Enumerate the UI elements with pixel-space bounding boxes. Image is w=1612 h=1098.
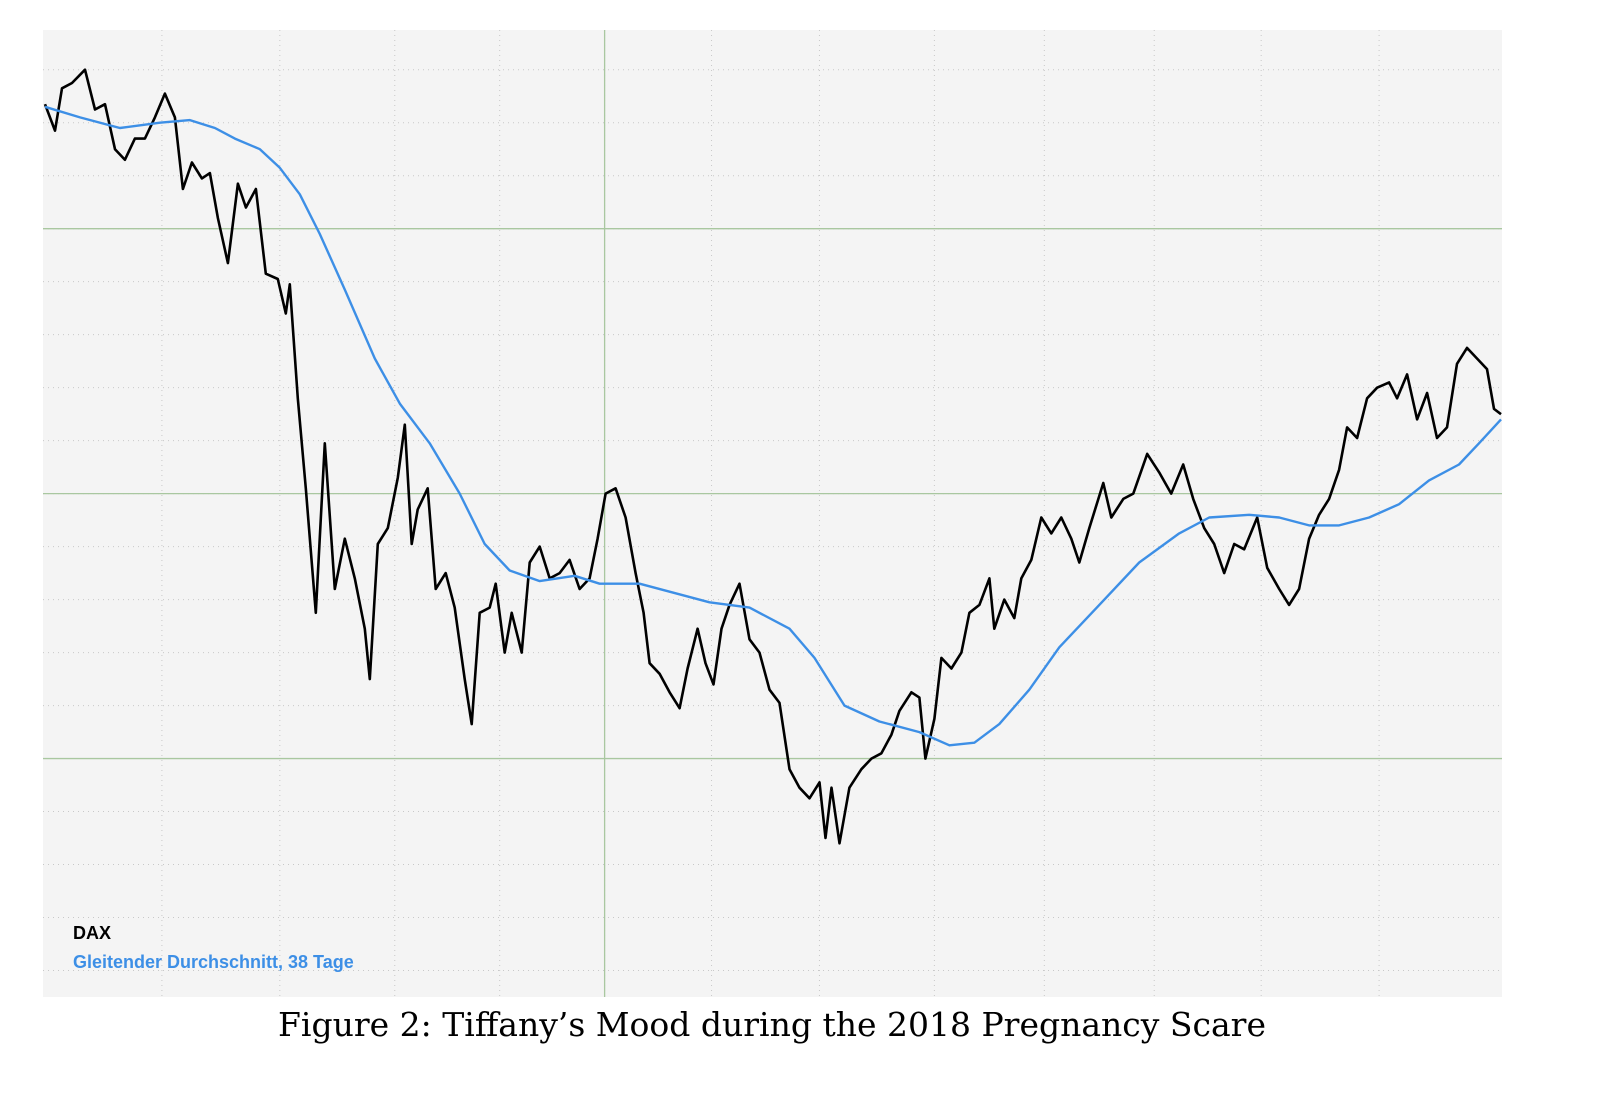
series-line <box>43 68 1502 845</box>
chart-title: Figure 2: Tiffany’s Mood during the 2018… <box>278 1005 1266 1044</box>
legend-label: DAX <box>73 923 111 943</box>
series-line <box>44 105 1502 747</box>
legend-label: Gleitender Durchschnitt, 38 Tage <box>73 952 354 972</box>
plot-background <box>43 30 1502 997</box>
